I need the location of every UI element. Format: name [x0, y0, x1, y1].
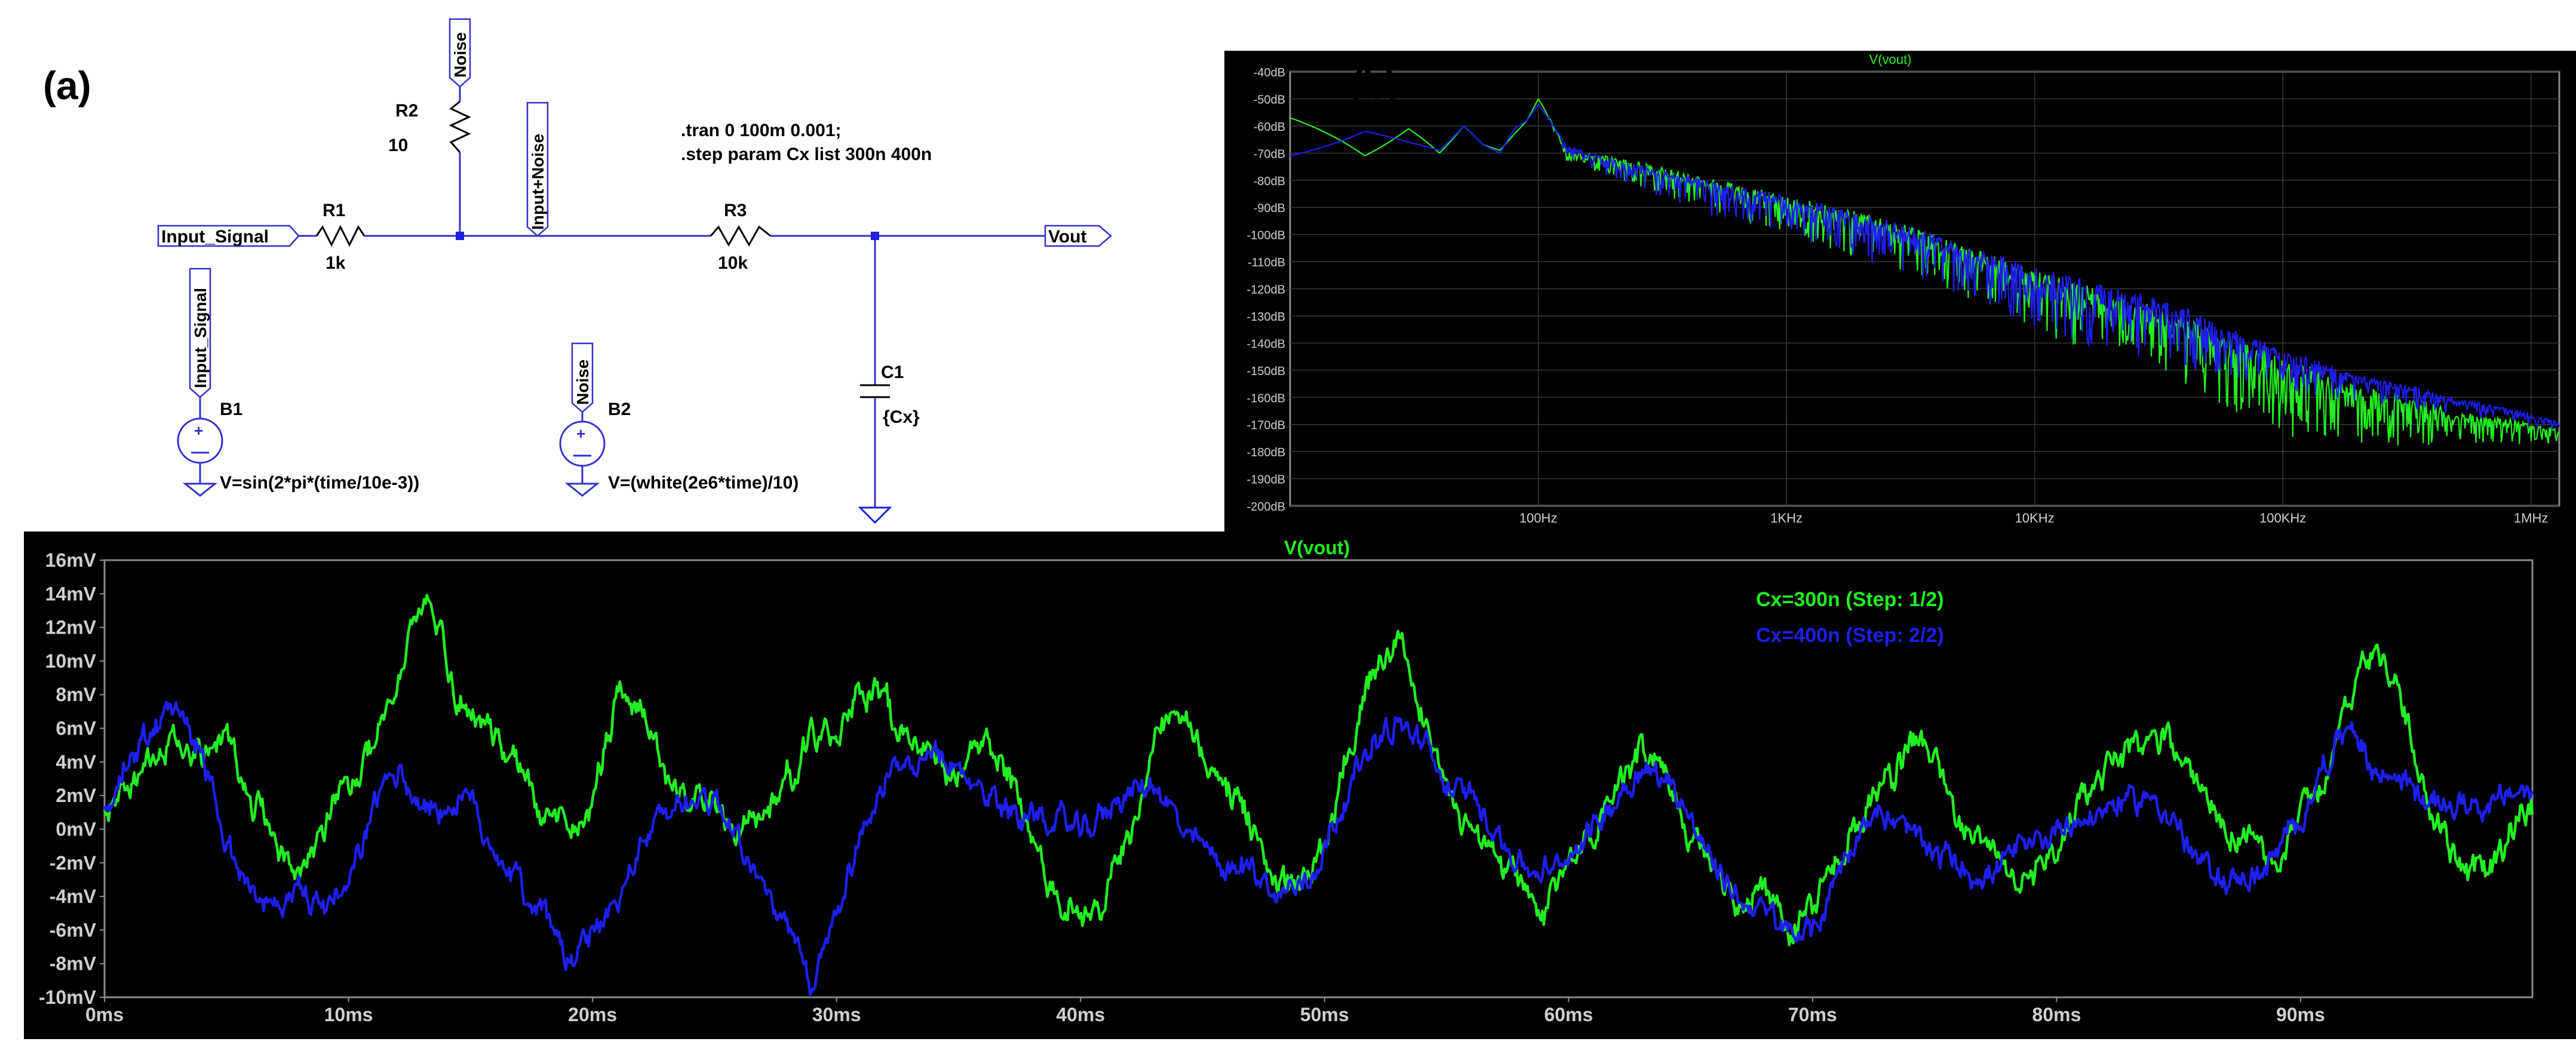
- plus-sign: +: [194, 422, 203, 440]
- x-tick-label: 70ms: [1788, 1004, 1837, 1025]
- fft-chart: V(vout) -40dB -50dB -60dB -70dB -80dB -90dB -1…: [1224, 51, 2576, 531]
- chart-title: V(vout): [1284, 537, 1350, 558]
- y-tick-label: -80dB: [1254, 175, 1285, 188]
- y-tick-label: -40dB: [1254, 66, 1285, 79]
- r2-value: 10: [388, 136, 408, 155]
- panel-label-b: (b): [1350, 64, 1399, 107]
- y-tick-label: 8mV: [56, 684, 96, 705]
- y-tick-label: -110dB: [1248, 256, 1285, 269]
- x-tick-label: 10ms: [324, 1004, 373, 1025]
- x-tick-label: 1MHz: [2514, 511, 2548, 526]
- legend-series-2: Cx=400n (Step: 2/2): [1756, 624, 1944, 647]
- net-label-input-signal-vertical-box: [189, 268, 211, 398]
- net-label-input-noise: Input+Noise: [529, 134, 547, 230]
- y-tick-label: -50dB: [1254, 93, 1285, 106]
- series-line-blue: [103, 700, 2534, 996]
- y-tick-label: -150dB: [1247, 365, 1286, 378]
- x-tick-label: 1KHz: [1770, 511, 1803, 526]
- panel-label-c: (c): [113, 585, 162, 629]
- resistor-r2-symbol: [449, 100, 471, 153]
- y-tick-label: 4mV: [56, 751, 96, 773]
- x-tick-label: 50ms: [1300, 1004, 1349, 1025]
- voltage-source-b1-symbol: [177, 417, 223, 464]
- spice-directive-tran: .tran 0 100m 0.001;: [681, 121, 842, 140]
- y-tick-label: -120dB: [1247, 284, 1286, 297]
- y-tick-label: -140dB: [1247, 337, 1286, 351]
- x-tick-label: 0ms: [85, 1004, 124, 1025]
- r3-value: 10k: [718, 253, 748, 273]
- x-tick-label: 40ms: [1056, 1004, 1105, 1025]
- y-tick-label: -8mV: [50, 953, 97, 975]
- r1-name: R1: [323, 201, 345, 220]
- spice-directive-step: .step param Cx list 300n 400n: [681, 145, 932, 164]
- y-tick-label: -170dB: [1247, 419, 1286, 432]
- y-tick-label: 6mV: [56, 718, 96, 739]
- y-tick-label: -200dB: [1247, 500, 1286, 514]
- x-tick-label: 100KHz: [2259, 511, 2306, 526]
- net-label-input-signal-box: [157, 225, 300, 247]
- y-tick-label: 10mV: [45, 650, 97, 672]
- y-tick-label: -100dB: [1247, 229, 1286, 242]
- net-label-vout: Vout: [1048, 227, 1086, 247]
- transient-chart: V(vout) 16mV 14mV 12mV 10mV 8mV 6mV 4mV 2mV 0mV -…: [24, 531, 2576, 1039]
- y-tick-label: -130dB: [1247, 311, 1286, 324]
- y-tick-label: -180dB: [1247, 446, 1286, 459]
- y-tick-label: -6mV: [50, 919, 97, 941]
- net-label-input-signal: Input_Signal: [161, 227, 269, 247]
- y-tick-label: 2mV: [56, 785, 96, 806]
- junction-dot: [871, 232, 879, 240]
- b2-expression: V=(white(2e6*time)/10): [608, 473, 799, 493]
- b1-name: B1: [220, 400, 242, 419]
- y-tick-label: 12mV: [45, 617, 97, 638]
- y-tick-label: -4mV: [50, 886, 97, 907]
- resistor-r3-symbol: [710, 225, 771, 247]
- voltage-source-b2-symbol: [559, 420, 606, 467]
- y-tick-label: -70dB: [1254, 148, 1285, 161]
- x-tick-label: 90ms: [2276, 1004, 2325, 1025]
- c1-name: C1: [881, 362, 904, 382]
- net-label-input-noise-box: [526, 102, 549, 237]
- net-label-vout-box: [1044, 225, 1112, 247]
- b2-name: B2: [608, 400, 631, 419]
- c1-value: {Cx}: [883, 407, 920, 427]
- y-tick-label: -10mV: [39, 987, 97, 1008]
- chart-title: V(vout): [1869, 52, 1912, 67]
- net-label-noise-top-box: [449, 18, 471, 88]
- capacitor-c1-symbol: [860, 384, 890, 398]
- x-tick-label: 100Hz: [1519, 511, 1558, 526]
- x-tick-label: 10KHz: [2015, 511, 2055, 526]
- y-tick-label: -2mV: [50, 852, 97, 874]
- junction-dot: [456, 232, 464, 240]
- x-tick-label: 20ms: [568, 1004, 617, 1025]
- series-line-green: [103, 594, 2534, 947]
- ground-symbol: [182, 483, 218, 497]
- x-tick-label: 60ms: [1544, 1004, 1593, 1025]
- x-tick-label: 30ms: [812, 1004, 861, 1025]
- y-tick-label: 16mV: [45, 549, 97, 571]
- r3-name: R3: [724, 201, 747, 220]
- plot-frame: [103, 559, 2534, 998]
- ground-symbol: [564, 483, 600, 497]
- net-label-input-signal-vertical: Input_Signal: [191, 288, 210, 388]
- x-tick-label: 80ms: [2032, 1004, 2081, 1025]
- y-tick-label: -90dB: [1254, 202, 1285, 215]
- y-tick-label: -160dB: [1247, 392, 1286, 405]
- net-label-noise-vertical: Noise: [573, 360, 592, 405]
- b1-expression: V=sin(2*pi*(time/10e-3)): [220, 473, 419, 493]
- ground-symbol: [858, 506, 892, 524]
- net-label-noise-vertical-box: [571, 342, 594, 413]
- net-label-noise-top: Noise: [451, 32, 469, 78]
- series-line-blue: [1289, 103, 2560, 430]
- plus-sign: +: [576, 425, 585, 443]
- resistor-r1-symbol: [315, 225, 366, 247]
- y-tick-label: -60dB: [1254, 121, 1285, 134]
- r2-name: R2: [395, 101, 418, 121]
- y-tick-label: 14mV: [45, 583, 97, 604]
- legend-series-1: Cx=300n (Step: 1/2): [1756, 588, 1944, 611]
- circuit-schematic: + + Input_Signal Vout Noise Input+Noise …: [157, 18, 1112, 524]
- y-tick-label: 0mV: [56, 818, 96, 840]
- r1-value: 1k: [326, 253, 346, 273]
- panel-label-a: (a): [43, 63, 91, 107]
- y-tick-label: -190dB: [1247, 474, 1286, 487]
